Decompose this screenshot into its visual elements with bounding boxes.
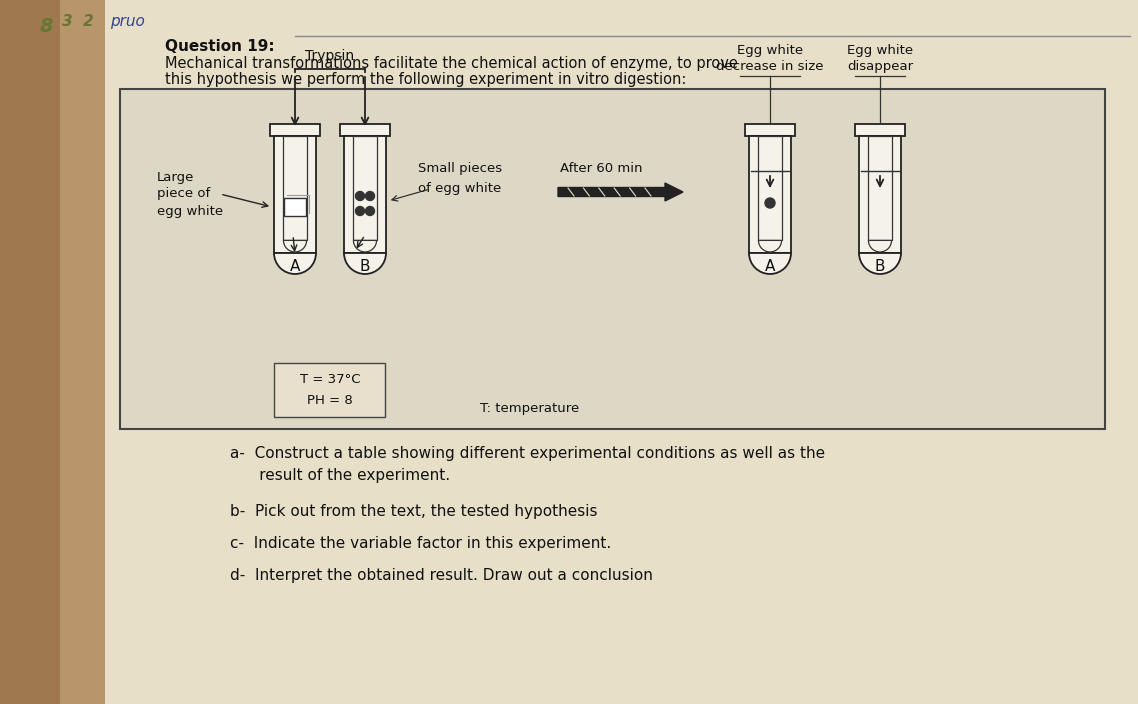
Wedge shape xyxy=(758,240,782,252)
Text: pruo: pruo xyxy=(110,14,145,29)
Wedge shape xyxy=(354,240,377,252)
Wedge shape xyxy=(283,240,306,252)
FancyBboxPatch shape xyxy=(270,124,320,136)
FancyBboxPatch shape xyxy=(859,136,901,253)
FancyArrow shape xyxy=(558,183,683,201)
Text: Egg white: Egg white xyxy=(847,44,913,57)
FancyBboxPatch shape xyxy=(354,136,377,240)
Wedge shape xyxy=(274,253,316,274)
Text: T: temperature: T: temperature xyxy=(480,402,579,415)
FancyBboxPatch shape xyxy=(274,363,386,417)
Text: Small pieces: Small pieces xyxy=(418,162,502,175)
Text: d-  Interpret the obtained result. Draw out a conclusion: d- Interpret the obtained result. Draw o… xyxy=(230,568,653,583)
Text: decrease in size: decrease in size xyxy=(716,60,824,73)
Wedge shape xyxy=(344,253,386,274)
Text: PH = 8: PH = 8 xyxy=(307,394,353,407)
FancyBboxPatch shape xyxy=(340,124,390,136)
FancyBboxPatch shape xyxy=(749,136,791,253)
FancyBboxPatch shape xyxy=(119,89,1105,429)
Text: Question 19:: Question 19: xyxy=(165,39,274,54)
Text: c-  Indicate the variable factor in this experiment.: c- Indicate the variable factor in this … xyxy=(230,536,611,551)
FancyBboxPatch shape xyxy=(274,136,316,253)
Text: a-  Construct a table showing different experimental conditions as well as the: a- Construct a table showing different e… xyxy=(230,446,825,461)
Text: T = 37°C: T = 37°C xyxy=(299,373,361,386)
FancyBboxPatch shape xyxy=(868,136,891,240)
Text: of egg white: of egg white xyxy=(419,182,502,195)
FancyBboxPatch shape xyxy=(855,124,905,136)
Text: After 60 min: After 60 min xyxy=(560,162,643,175)
Wedge shape xyxy=(868,240,891,252)
FancyBboxPatch shape xyxy=(284,198,306,216)
Text: Mechanical transformations facilitate the chemical action of enzyme, to prove: Mechanical transformations facilitate th… xyxy=(165,56,737,71)
Wedge shape xyxy=(749,253,791,274)
Text: Egg white: Egg white xyxy=(737,44,803,57)
Text: B: B xyxy=(875,259,885,274)
FancyBboxPatch shape xyxy=(745,124,795,136)
Text: b-  Pick out from the text, the tested hypothesis: b- Pick out from the text, the tested hy… xyxy=(230,504,597,519)
Text: Large
piece of
egg white: Large piece of egg white xyxy=(157,170,223,218)
FancyBboxPatch shape xyxy=(758,136,782,240)
Circle shape xyxy=(355,206,364,215)
FancyBboxPatch shape xyxy=(0,0,105,704)
FancyBboxPatch shape xyxy=(344,136,386,253)
Circle shape xyxy=(365,206,374,215)
Text: 3  2: 3 2 xyxy=(61,14,93,29)
Circle shape xyxy=(765,198,775,208)
Text: B: B xyxy=(360,259,370,274)
Text: disappear: disappear xyxy=(847,60,913,73)
Text: A: A xyxy=(290,259,300,274)
FancyBboxPatch shape xyxy=(0,0,60,704)
Circle shape xyxy=(365,191,374,201)
FancyBboxPatch shape xyxy=(283,136,306,240)
Text: 8: 8 xyxy=(40,17,53,36)
Wedge shape xyxy=(859,253,901,274)
Circle shape xyxy=(355,191,364,201)
Text: this hypothesis we perform the following experiment in vitro digestion:: this hypothesis we perform the following… xyxy=(165,72,686,87)
Text: result of the experiment.: result of the experiment. xyxy=(230,468,451,483)
Text: A: A xyxy=(765,259,775,274)
Text: Trypsin: Trypsin xyxy=(305,49,355,63)
